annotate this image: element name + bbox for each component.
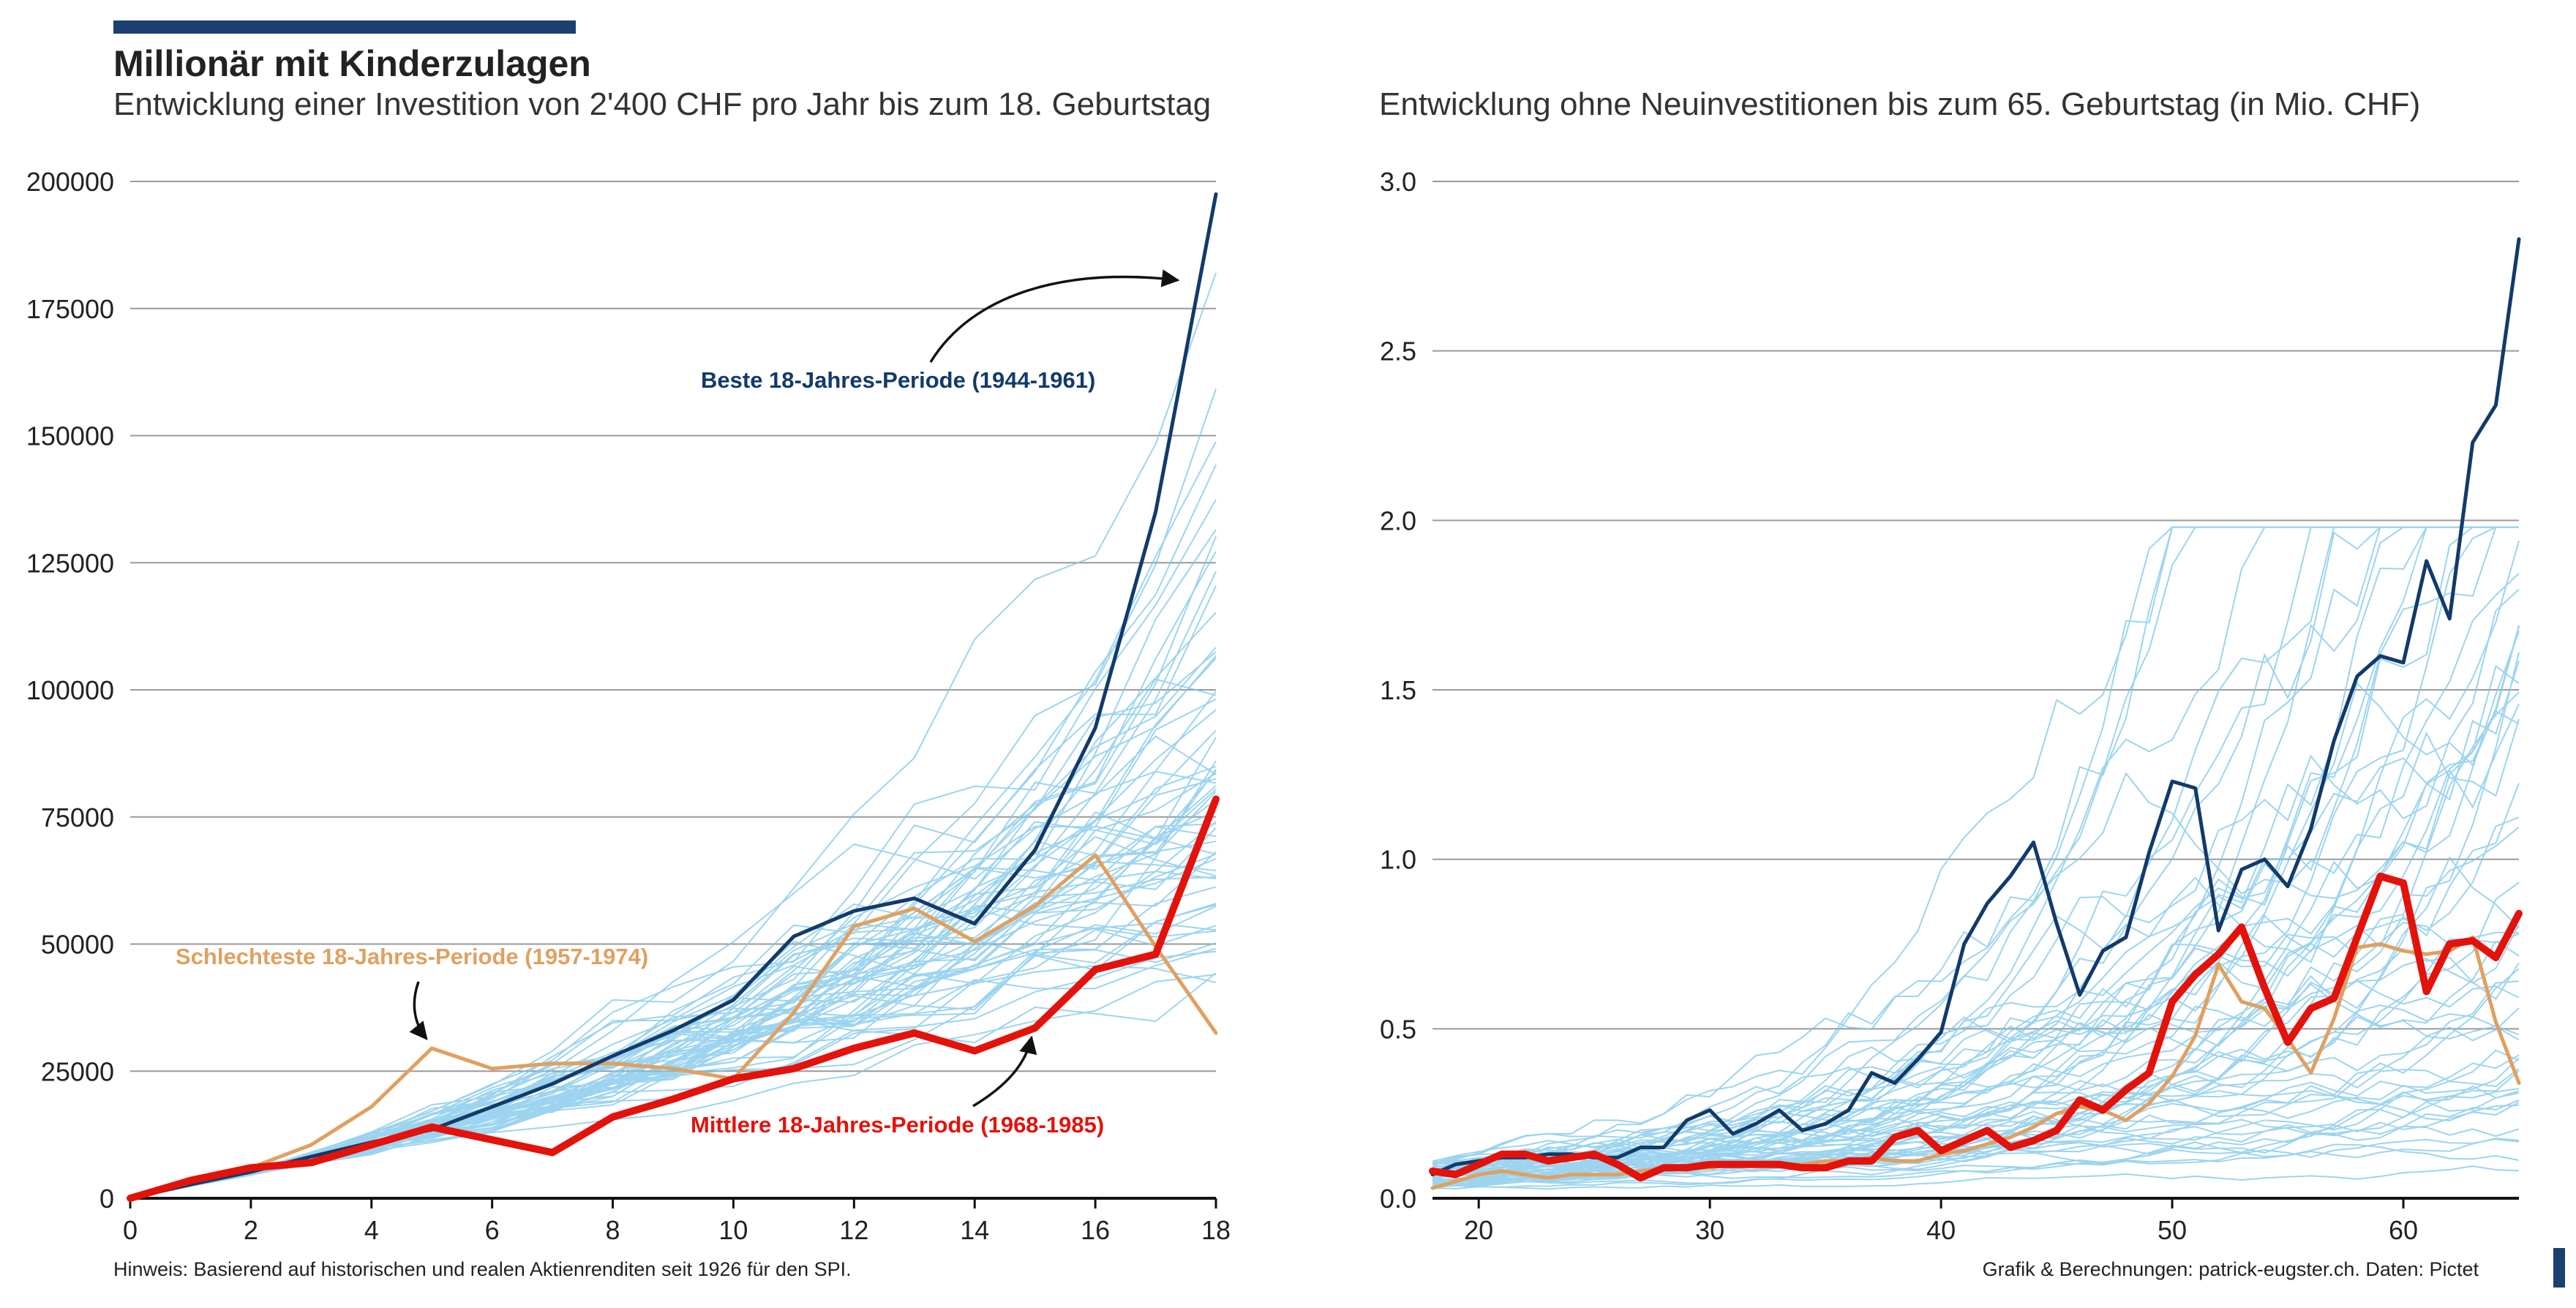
annotation-arrow-best — [929, 269, 1180, 363]
x-tick-label: 6 — [485, 1215, 500, 1245]
x-tick-label: 18 — [1201, 1215, 1231, 1245]
background-series-line — [129, 612, 1217, 1199]
background-series-line — [1432, 1088, 2520, 1186]
background-series-line — [129, 464, 1217, 1199]
series-line-median — [1429, 872, 2523, 1182]
y-tick-label: 50000 — [41, 930, 114, 960]
y-tick-label: 75000 — [41, 803, 114, 832]
y-tick-label: 2.5 — [1380, 337, 1416, 367]
annotation-best: Beste 18-Jahres-Periode (1944-1961) — [701, 367, 1095, 393]
x-tick-label: 8 — [606, 1215, 620, 1245]
background-series-line — [1432, 631, 2520, 1177]
x-tick-label: 14 — [960, 1215, 989, 1245]
background-series-line — [1432, 526, 2519, 1170]
background-series-line — [1432, 1049, 2520, 1168]
page-title: Millionär mit Kinderzulagen — [113, 43, 591, 84]
background-series-line — [1432, 664, 2520, 1165]
background-series-line — [1432, 718, 2520, 1165]
series-line-best — [1430, 237, 2521, 1177]
background-series-line — [1432, 526, 2519, 1171]
x-tick-label: 30 — [1695, 1215, 1724, 1245]
background-series-group — [1432, 526, 2520, 1190]
series-line-worst — [1430, 935, 2521, 1190]
background-series-group — [129, 272, 1217, 1199]
background-series-line — [1432, 1099, 2520, 1185]
background-series-line — [1432, 526, 2519, 1185]
background-series-line — [129, 571, 1217, 1199]
corner-mark — [2553, 1248, 2565, 1288]
x-tick-label: 2 — [244, 1215, 258, 1245]
background-series-line — [1432, 588, 2520, 1175]
series-line-median — [127, 795, 1220, 1202]
x-tick-label: 4 — [364, 1215, 379, 1245]
annotation-worst: Schlechteste 18-Jahres-Periode (1957-197… — [176, 944, 648, 969]
y-tick-label: 200000 — [26, 167, 114, 197]
background-series-line — [1432, 573, 2520, 1183]
x-tick-label: 60 — [2389, 1215, 2418, 1245]
annotation-median: Mittlere 18-Jahres-Periode (1968-1985) — [691, 1112, 1104, 1138]
x-tick-label: 40 — [1926, 1215, 1956, 1245]
right-chart-subtitle: Entwicklung ohne Neuinvestitionen bis zu… — [1379, 86, 2421, 122]
x-tick-label: 0 — [123, 1215, 138, 1245]
footnote: Hinweis: Basierend auf historischen und … — [113, 1258, 852, 1280]
background-series-line — [1432, 980, 2520, 1182]
y-tick-label: 3.0 — [1380, 167, 1416, 197]
x-tick-label: 10 — [718, 1215, 748, 1245]
background-series-line — [129, 499, 1217, 1199]
y-tick-label: 100000 — [26, 675, 114, 705]
background-series-line — [1432, 526, 2519, 1172]
background-series-line — [129, 799, 1217, 1199]
background-series-line — [1432, 526, 2519, 1185]
right-chart: 0.0 0.5 1.0 1.5 2.0 2.5 3.0 20 30 40 50 60 — [1380, 167, 2523, 1245]
background-series-line — [129, 655, 1217, 1199]
y-tick-label: 0.5 — [1380, 1014, 1416, 1044]
accent-bar — [113, 20, 576, 34]
series-line-best — [128, 192, 1218, 1200]
y-tick-label: 150000 — [26, 421, 114, 451]
y-tick-label: 25000 — [41, 1056, 114, 1086]
y-tick-label: 0.0 — [1380, 1184, 1416, 1214]
y-tick-label: 125000 — [26, 548, 114, 578]
credit-line: Grafik & Berechnungen: patrick-eugster.c… — [1982, 1258, 2479, 1280]
background-series-line — [1432, 1057, 2520, 1177]
left-chart-subtitle: Entwicklung einer Investition von 2'400 … — [113, 86, 1212, 122]
background-series-line — [1432, 625, 2520, 1170]
annotation-arrow-worst — [409, 981, 428, 1040]
background-series-line — [129, 535, 1217, 1199]
y-tick-label: 1.0 — [1380, 845, 1416, 875]
background-series-line — [1432, 1165, 2520, 1190]
x-tick-label: 16 — [1081, 1215, 1110, 1245]
annotation-arrow-median — [972, 1035, 1037, 1108]
background-series-line — [1432, 826, 2520, 1163]
series-line-worst — [128, 853, 1218, 1200]
background-series-line — [1432, 1138, 2520, 1187]
y-tick-label: 2.0 — [1380, 505, 1416, 535]
background-series-line — [1432, 626, 2520, 1163]
left-chart: 0 25000 50000 75000 100000 125000 150000 175000… — [26, 167, 1231, 1245]
y-tick-label: 1.5 — [1380, 675, 1416, 705]
x-tick-label: 50 — [2158, 1215, 2187, 1245]
x-tick-label: 20 — [1464, 1215, 1493, 1245]
background-series-line — [1432, 1138, 2520, 1178]
background-series-line — [1432, 652, 2520, 1189]
y-tick-label: 175000 — [26, 294, 114, 324]
background-series-line — [1432, 541, 2520, 1184]
x-tick-label: 12 — [839, 1215, 868, 1245]
y-tick-label: 0 — [99, 1184, 114, 1214]
